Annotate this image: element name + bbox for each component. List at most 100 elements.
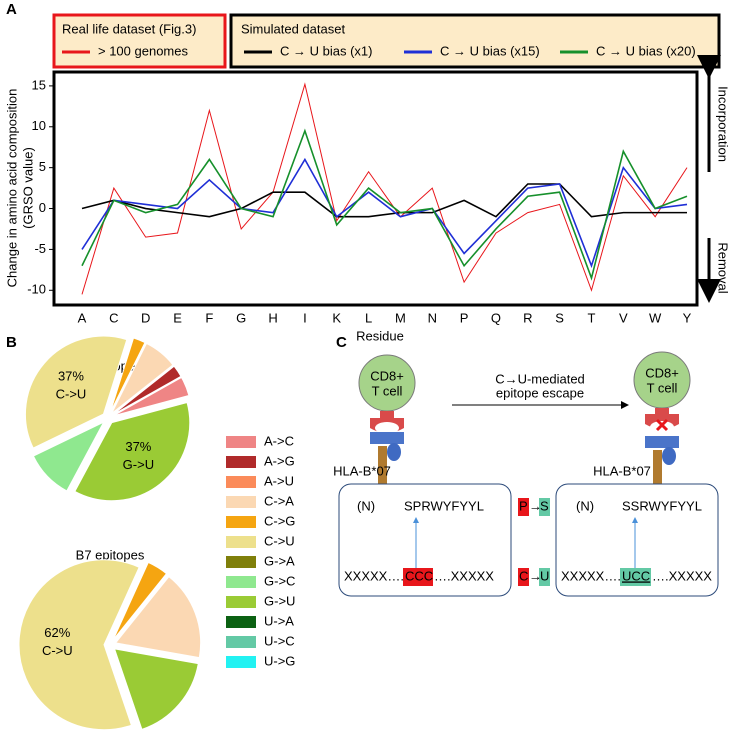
x-tick-label: T <box>587 310 595 325</box>
legend-label: C->U <box>264 533 295 548</box>
hla <box>387 443 401 461</box>
annotation: Removal <box>716 242 729 293</box>
slice-label: C->U <box>56 386 87 401</box>
peptide: SSRWYFYYL <box>622 498 702 513</box>
terminus: (N) <box>576 498 594 513</box>
amino-acid: P <box>519 498 528 513</box>
legend-label: G->C <box>264 573 295 588</box>
legend-label: U->C <box>264 633 295 648</box>
pie-slice <box>112 561 168 641</box>
y-tick-label: 5 <box>39 159 46 174</box>
arrow-label: epitope escape <box>496 385 584 400</box>
legend-box <box>229 13 721 69</box>
cell-label: CD8+ <box>645 365 679 380</box>
pie-slice <box>113 648 199 731</box>
pie-slice <box>18 559 140 731</box>
panel-label: C <box>336 334 347 351</box>
pie-slice <box>74 401 191 502</box>
slice-label: G->U <box>123 457 154 472</box>
codon: CCC <box>405 568 433 583</box>
y-tick-label: -10 <box>27 282 46 297</box>
x-tick-label: P <box>460 310 469 325</box>
pie-slice <box>24 335 128 449</box>
plot-frame <box>52 70 699 307</box>
y-tick-label: -5 <box>34 241 46 256</box>
peptide <box>375 422 399 434</box>
sequence: XXXXX…. <box>344 568 404 583</box>
x-tick-label: K <box>332 310 341 325</box>
legend-label: A->C <box>264 433 294 448</box>
legend-title: Real life dataset (Fig.3) <box>62 21 196 36</box>
pie-slice <box>111 342 174 414</box>
box <box>338 483 512 597</box>
x-tick-label: Y <box>683 310 692 325</box>
line <box>81 183 687 218</box>
legend-label: G->A <box>264 553 295 568</box>
highlight <box>539 568 550 586</box>
legend-swatch <box>226 576 256 588</box>
cell-label: CD8+ <box>370 368 404 383</box>
legend-swatch <box>226 436 256 448</box>
legend-box <box>52 13 227 69</box>
panel-label: B <box>6 334 17 351</box>
sequence: XXXXX…. <box>561 568 621 583</box>
legend-label: C->G <box>264 513 295 528</box>
legend-label: A->U <box>264 473 294 488</box>
legend-swatch <box>226 456 256 468</box>
highlight <box>518 498 529 516</box>
legend-label: C → U bias (x15) <box>440 43 540 58</box>
highlight <box>620 568 651 586</box>
hla <box>662 447 676 465</box>
arrow-text: → <box>529 568 542 583</box>
line <box>81 157 688 269</box>
line <box>81 82 688 295</box>
nucleotide: C <box>519 568 528 583</box>
y-axis-label: (GRSO value) <box>20 147 35 229</box>
hla-label: HLA-B*07 <box>593 463 651 478</box>
sequence: ….XXXXX <box>652 568 712 583</box>
legend-label: U->G <box>264 653 295 668</box>
codon: UCC <box>622 568 650 583</box>
y-tick-label: 0 <box>39 200 46 215</box>
x-tick-label: W <box>649 310 662 325</box>
legend-swatch <box>226 496 256 508</box>
x-tick-label: I <box>303 310 307 325</box>
panel-label: A <box>6 1 17 18</box>
x-tick-label: V <box>619 310 628 325</box>
pie-slice <box>109 337 146 413</box>
hla-label: HLA-B*07 <box>333 463 391 478</box>
x-tick-label: A <box>78 310 87 325</box>
x-tick-label: G <box>236 310 246 325</box>
diagram: CD8+ T cell HLA-B*07 CD8+ T cell HLA-B*0… <box>333 351 719 597</box>
peptide: SPRWYFYYL <box>404 498 484 513</box>
legend-swatch <box>226 476 256 488</box>
legend-label: G->U <box>264 593 295 608</box>
legend-swatch <box>226 536 256 548</box>
x-tick-label: M <box>395 310 406 325</box>
value-label: 37% <box>125 439 151 454</box>
annotation: Incorporation <box>716 86 729 162</box>
x-mark <box>655 418 669 432</box>
pie-slice <box>113 376 190 417</box>
legend-label: C → U bias (x20) <box>596 43 696 58</box>
legend-label: U->A <box>264 613 294 628</box>
x-tick-label: F <box>205 310 213 325</box>
sequence: ….XXXXX <box>434 568 494 583</box>
receptor <box>380 411 394 419</box>
x-tick-label: Q <box>491 310 501 325</box>
highlight <box>539 498 550 516</box>
amino-acid: S <box>540 498 549 513</box>
highlight <box>518 568 529 586</box>
hla-stalk <box>653 450 662 484</box>
cell-label: T cell <box>372 383 403 398</box>
pie-title: B7 epitopes <box>76 547 145 562</box>
arrow-text: → <box>529 498 542 513</box>
receptor <box>655 408 669 416</box>
pie-slice <box>114 575 202 659</box>
box <box>555 483 719 597</box>
legend-swatch <box>226 556 256 568</box>
legend-label: A->G <box>264 453 295 468</box>
line <box>81 128 688 281</box>
y-tick-label: 15 <box>32 77 46 92</box>
